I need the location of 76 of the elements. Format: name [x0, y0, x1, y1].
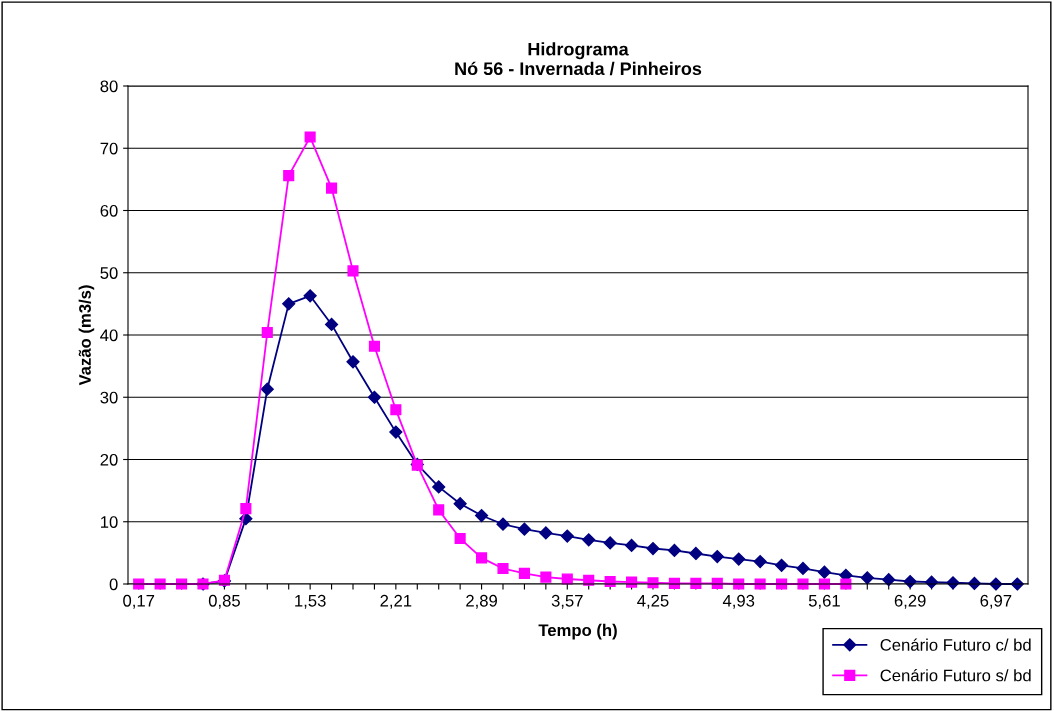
- point: [517, 522, 532, 536]
- point: [518, 567, 530, 579]
- x-tick-label: 5,61: [808, 594, 840, 609]
- point: [433, 504, 445, 516]
- point: [582, 533, 596, 547]
- point: [796, 561, 810, 576]
- x-tick-label: 0,17: [123, 594, 155, 609]
- y-axis-title: Vazão (m3/s): [78, 285, 95, 386]
- point: [818, 578, 830, 590]
- point: [303, 289, 317, 303]
- point: [776, 578, 788, 590]
- point: [860, 571, 874, 585]
- point: [474, 508, 489, 523]
- point: [753, 555, 767, 569]
- x-tick-label: 0,85: [208, 594, 240, 609]
- y-tick-label: 50: [100, 267, 118, 279]
- chart-title: Hidrograma Nó 56 - Invernada / Pinheiros: [455, 42, 702, 76]
- point: [453, 497, 467, 511]
- point: [732, 552, 746, 566]
- point: [454, 533, 466, 545]
- y-tick-label: 80: [100, 80, 118, 93]
- x-tick-label: 2,21: [380, 594, 412, 609]
- point: [667, 543, 682, 557]
- point: [496, 517, 510, 531]
- x-tick-label: 6,29: [894, 594, 926, 609]
- point: [754, 578, 766, 590]
- point: [283, 170, 295, 182]
- point: [497, 562, 509, 574]
- point: [390, 404, 402, 416]
- x-tick-label: 1,53: [295, 594, 326, 609]
- x-tick-label: 4,93: [722, 594, 755, 609]
- point: [774, 558, 789, 572]
- point: [432, 480, 446, 494]
- x-tick-label: 6,97: [980, 594, 1012, 609]
- x-tick-label: 2,89: [466, 594, 497, 609]
- legend-label: Cenário Futuro s/ bd: [880, 668, 1031, 682]
- point: [689, 546, 703, 561]
- point: [710, 550, 724, 564]
- y-tick-label: 30: [100, 391, 118, 404]
- point: [324, 317, 339, 332]
- point: [733, 578, 745, 590]
- point: [304, 131, 316, 143]
- y-tick-label: 60: [100, 204, 118, 217]
- point: [840, 578, 852, 590]
- y-tick-label: 40: [100, 329, 118, 342]
- point: [260, 382, 274, 396]
- point: [389, 425, 403, 439]
- point: [282, 297, 296, 311]
- point: [261, 326, 273, 339]
- point: [326, 182, 338, 194]
- y-tick-label: 10: [101, 516, 118, 528]
- point: [603, 536, 617, 550]
- point: [347, 265, 359, 277]
- y-tick-label: 0: [109, 578, 118, 591]
- point: [133, 578, 145, 590]
- x-axis-title: Tempo (h): [538, 623, 617, 640]
- point: [561, 573, 573, 585]
- point: [346, 355, 360, 369]
- point: [540, 571, 552, 583]
- x-tick-label: 4,25: [637, 594, 669, 609]
- legend-label: Cenário Futuro c/ bd: [880, 638, 1031, 651]
- point: [176, 578, 188, 590]
- point: [368, 340, 380, 352]
- point: [240, 503, 252, 515]
- point: [539, 526, 553, 540]
- point: [624, 538, 639, 552]
- x-tick-label: 3,57: [551, 594, 583, 609]
- y-tick-label: 70: [100, 142, 118, 155]
- point: [367, 390, 382, 404]
- point: [797, 578, 809, 590]
- y-tick-label: 20: [100, 453, 118, 466]
- point: [646, 541, 660, 556]
- point: [154, 578, 166, 590]
- point: [476, 552, 488, 564]
- point: [560, 529, 574, 543]
- point: [817, 565, 832, 579]
